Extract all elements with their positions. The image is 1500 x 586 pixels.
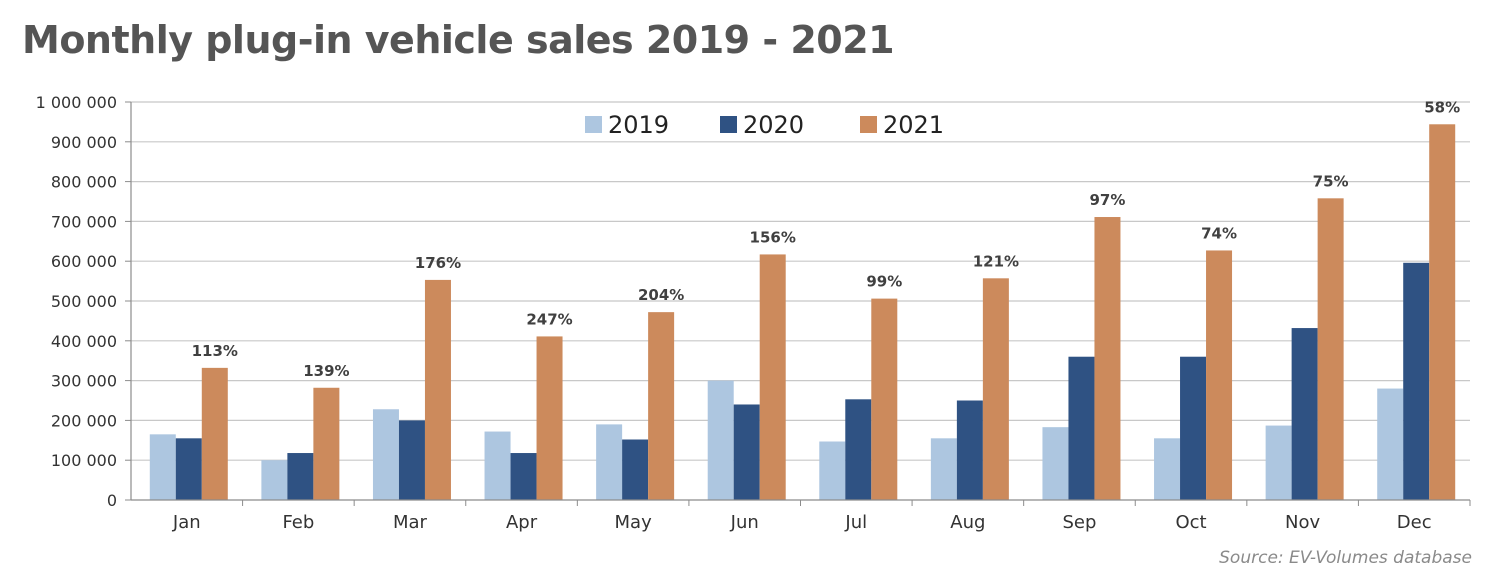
legend-swatch-2021 [860, 116, 877, 133]
growth-label-apr: 247% [526, 310, 572, 328]
bar-2019-jul [819, 441, 846, 500]
bar-2020-jun [733, 404, 760, 500]
bar-2021-dec [1429, 124, 1456, 501]
y-tick-label: 100 000 [51, 451, 117, 470]
bars [149, 124, 1456, 501]
bar-2020-nov [1291, 328, 1318, 500]
legend-swatch-2020 [720, 116, 737, 133]
legend-swatch-2019 [585, 116, 602, 133]
bar-2019-jan [149, 434, 176, 500]
y-tick-label: 0 [107, 491, 117, 510]
bar-2020-mar [398, 420, 425, 500]
x-tick-label-dec: Dec [1397, 512, 1432, 533]
growth-label-feb: 139% [303, 362, 349, 380]
bar-2019-dec [1377, 388, 1404, 500]
bar-2021-mar [424, 279, 451, 500]
growth-label-jul: 99% [866, 273, 902, 291]
x-tick-label-oct: Oct [1175, 512, 1206, 533]
x-tick-label-aug: Aug [950, 512, 985, 533]
axes [125, 101, 1471, 506]
y-tick-label: 700 000 [51, 212, 117, 231]
growth-label-jun: 156% [750, 228, 796, 246]
bar-2021-feb [313, 387, 340, 500]
bar-2020-aug [956, 400, 983, 500]
x-tick-label-jul: Jul [844, 512, 867, 533]
bar-2019-oct [1154, 438, 1181, 500]
x-tick-label-feb: Feb [282, 512, 314, 533]
bar-2019-sep [1042, 427, 1069, 500]
x-tick-label-sep: Sep [1062, 512, 1096, 533]
bar-2020-may [622, 439, 649, 500]
bar-2021-oct [1206, 250, 1233, 500]
bar-2021-aug [982, 278, 1009, 500]
growth-label-mar: 176% [415, 254, 461, 272]
legend-label-2021: 2021 [883, 111, 944, 139]
bar-2020-apr [510, 453, 537, 500]
bar-2021-may [648, 312, 675, 500]
growth-label-jan: 113% [192, 342, 238, 360]
bar-2019-aug [930, 438, 957, 500]
legend: 2019 2020 2021 [585, 111, 944, 139]
bar-2019-jun [707, 380, 734, 500]
bar-2020-jan [175, 438, 202, 500]
bar-2021-jun [759, 254, 786, 500]
bar-2020-oct [1180, 356, 1207, 500]
bar-2021-jul [871, 298, 898, 500]
bar-2020-sep [1068, 356, 1095, 500]
growth-label-nov: 75% [1313, 172, 1349, 190]
chart-title: Monthly plug-in vehicle sales 2019 - 202… [22, 18, 895, 62]
x-tick-label-apr: Apr [506, 512, 538, 533]
growth-label-oct: 74% [1201, 224, 1237, 242]
x-tick-label-jun: Jun [730, 512, 759, 533]
legend-label-2019: 2019 [608, 111, 669, 139]
x-tick-label-may: May [615, 512, 653, 533]
y-tick-label: 1 000 000 [36, 93, 117, 112]
bar-2019-mar [372, 409, 399, 500]
x-axis-tick-labels: Jan Feb Mar Apr May Jun Jul Aug Sep Oct Nov Dec [172, 512, 1432, 533]
x-tick-label-jan: Jan [172, 512, 201, 533]
x-tick-label-nov: Nov [1285, 512, 1320, 533]
bar-2019-nov [1265, 425, 1292, 500]
bar-2021-jan [201, 367, 228, 500]
bar-2021-apr [536, 336, 563, 500]
legend-label-2020: 2020 [743, 111, 804, 139]
bar-2019-may [596, 424, 623, 500]
gridlines [131, 101, 1470, 461]
y-tick-label: 200 000 [51, 411, 117, 430]
bar-2020-feb [287, 453, 314, 500]
bar-2021-nov [1317, 198, 1344, 501]
growth-label-sep: 97% [1090, 191, 1126, 209]
y-tick-label: 400 000 [51, 332, 117, 351]
growth-annotations: 113% 139% 176% 247% 204% 156% 99% 121% 97% 74% 75%… [192, 98, 1461, 379]
bar-2021-sep [1094, 217, 1121, 500]
bar-2020-jul [845, 399, 872, 500]
source-note: Source: EV-Volumes database [1219, 548, 1472, 568]
y-tick-label: 300 000 [51, 372, 117, 391]
x-tick-label-mar: Mar [393, 512, 428, 533]
y-tick-label: 600 000 [51, 252, 117, 271]
growth-label-dec: 58% [1424, 98, 1460, 116]
y-tick-label: 800 000 [51, 173, 117, 192]
y-tick-label: 900 000 [51, 133, 117, 152]
bar-2020-dec [1403, 262, 1430, 500]
y-axis-tick-labels: 0 100 000 200 000 300 000 400 000 500 000 600 … [36, 93, 117, 510]
bar-2019-feb [261, 460, 288, 500]
growth-label-aug: 121% [973, 252, 1019, 270]
growth-label-may: 204% [638, 286, 684, 304]
y-tick-label: 500 000 [51, 292, 117, 311]
bar-2019-apr [484, 431, 511, 500]
